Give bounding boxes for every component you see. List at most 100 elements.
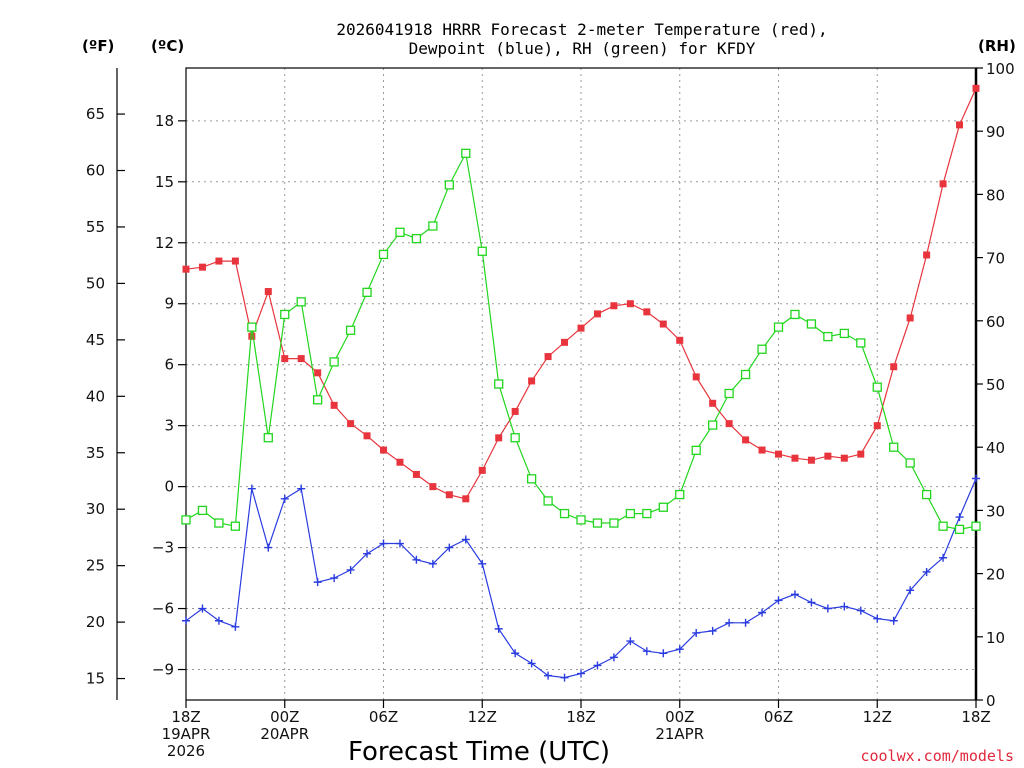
rh-tick-label: 20 (986, 566, 1005, 584)
rh-point (576, 515, 586, 525)
dewpoint-point (264, 543, 273, 552)
dewpoint-point (494, 624, 503, 633)
temperature-point (215, 257, 223, 265)
fahrenheit-axis-label: (ºF) (82, 37, 114, 55)
dewpoint-point (758, 608, 767, 617)
temperature-point (182, 265, 190, 273)
dewpoint-point (939, 553, 948, 562)
rh-tick-label: 50 (986, 376, 1005, 394)
time-tick-label: 12Z (468, 708, 497, 726)
rh-point (971, 521, 981, 531)
time-tick-label: 18Z (171, 708, 200, 726)
temperature-point (840, 454, 848, 462)
fahrenheit-tick-label: 30 (86, 500, 105, 518)
rh-point (247, 322, 257, 332)
fahrenheit-axis-ticks: 65 60 55 50 45 40 35 30 25 20 15 (86, 105, 125, 688)
temperature-point (445, 491, 453, 499)
fahrenheit-tick-label: 40 (86, 387, 105, 405)
dewpoint-point (708, 626, 717, 635)
dewpoint-point (873, 614, 882, 623)
data-series (181, 84, 981, 682)
dewpoint-point (955, 513, 964, 522)
rh-tick-label: 70 (986, 250, 1005, 268)
temperature-point (264, 288, 272, 296)
rh-point (181, 515, 191, 525)
rh-point (510, 433, 520, 443)
fahrenheit-tick-label: 50 (86, 274, 105, 292)
dewpoint-point (511, 649, 520, 658)
rh-point (773, 322, 784, 332)
temperature-point (248, 332, 256, 340)
temperature-point (610, 302, 618, 310)
temperature-point (561, 338, 569, 346)
rh-tick-label: 100 (986, 60, 1015, 78)
rh-point (938, 521, 948, 531)
fahrenheit-tick-label: 55 (86, 218, 105, 236)
rh-tick-label: 80 (986, 186, 1005, 204)
rh-point (658, 502, 668, 512)
celsius-tick-label: 3 (164, 417, 174, 435)
rh-point (280, 309, 290, 320)
dewpoint-point (379, 539, 388, 548)
dewpoint-point (840, 602, 849, 611)
celsius-tick-label: 12 (155, 234, 174, 252)
temperature-point (429, 483, 437, 491)
temperature-point (528, 377, 536, 385)
temperature-point (923, 251, 931, 259)
temperature-point (577, 324, 585, 332)
temperature-point (198, 263, 206, 271)
dewpoint-point (593, 661, 602, 670)
chart-title-line-1: 2026041918 HRRR Forecast 2-meter Tempera… (336, 20, 827, 39)
dewpoint-point (675, 645, 684, 654)
temperature-point (890, 363, 898, 371)
rh-point (954, 524, 965, 535)
dewpoint-point (577, 669, 585, 678)
temperature-point (659, 320, 667, 328)
rh-point (823, 331, 833, 342)
temperature-point (791, 454, 799, 462)
dewpoint-point (330, 574, 339, 583)
celsius-axis-label: (ºC) (151, 37, 184, 55)
temperature-point (742, 436, 750, 444)
temperature-point (412, 470, 420, 478)
temperature-point (725, 420, 733, 428)
fahrenheit-tick-label: 45 (86, 331, 105, 349)
dewpoint-point (725, 618, 734, 627)
rh-axis-label: (RH) (978, 37, 1016, 55)
dewpoint-point (922, 567, 931, 576)
dewpoint-point (297, 484, 306, 493)
dewpoint-point (659, 649, 668, 658)
fahrenheit-tick-label: 35 (86, 444, 105, 462)
time-tick-label: 2026 (167, 742, 205, 760)
temperature-point (692, 373, 700, 381)
rh-point (214, 518, 224, 528)
rh-point (806, 319, 817, 329)
rh-point (313, 395, 323, 405)
dewpoint-point (560, 673, 569, 682)
temperature-point (939, 180, 947, 188)
time-tick-label: 21APR (655, 725, 704, 743)
rh-point (856, 338, 866, 348)
temperature-point (281, 355, 289, 363)
rh-point (790, 309, 800, 320)
temperature-point (857, 450, 865, 458)
time-tick-label: 18Z (961, 708, 990, 726)
rh-point (230, 521, 241, 531)
fahrenheit-tick-label: 65 (86, 105, 105, 123)
rh-point (494, 379, 504, 389)
dewpoint-point (972, 474, 980, 483)
time-tick-label: 18Z (566, 708, 595, 726)
dewpoint-point (790, 590, 799, 599)
rh-point (642, 508, 652, 519)
temperature-point (956, 121, 964, 129)
time-tick-label: 12Z (863, 708, 892, 726)
rh-point (724, 388, 734, 399)
dewpoint-point (478, 559, 487, 568)
dewpoint-point (626, 637, 635, 646)
rh-point (378, 249, 389, 260)
rh-tick-label: 10 (986, 629, 1005, 647)
celsius-tick-label: 18 (155, 112, 174, 130)
rh-point (708, 420, 718, 430)
dewpoint-point (544, 671, 553, 680)
